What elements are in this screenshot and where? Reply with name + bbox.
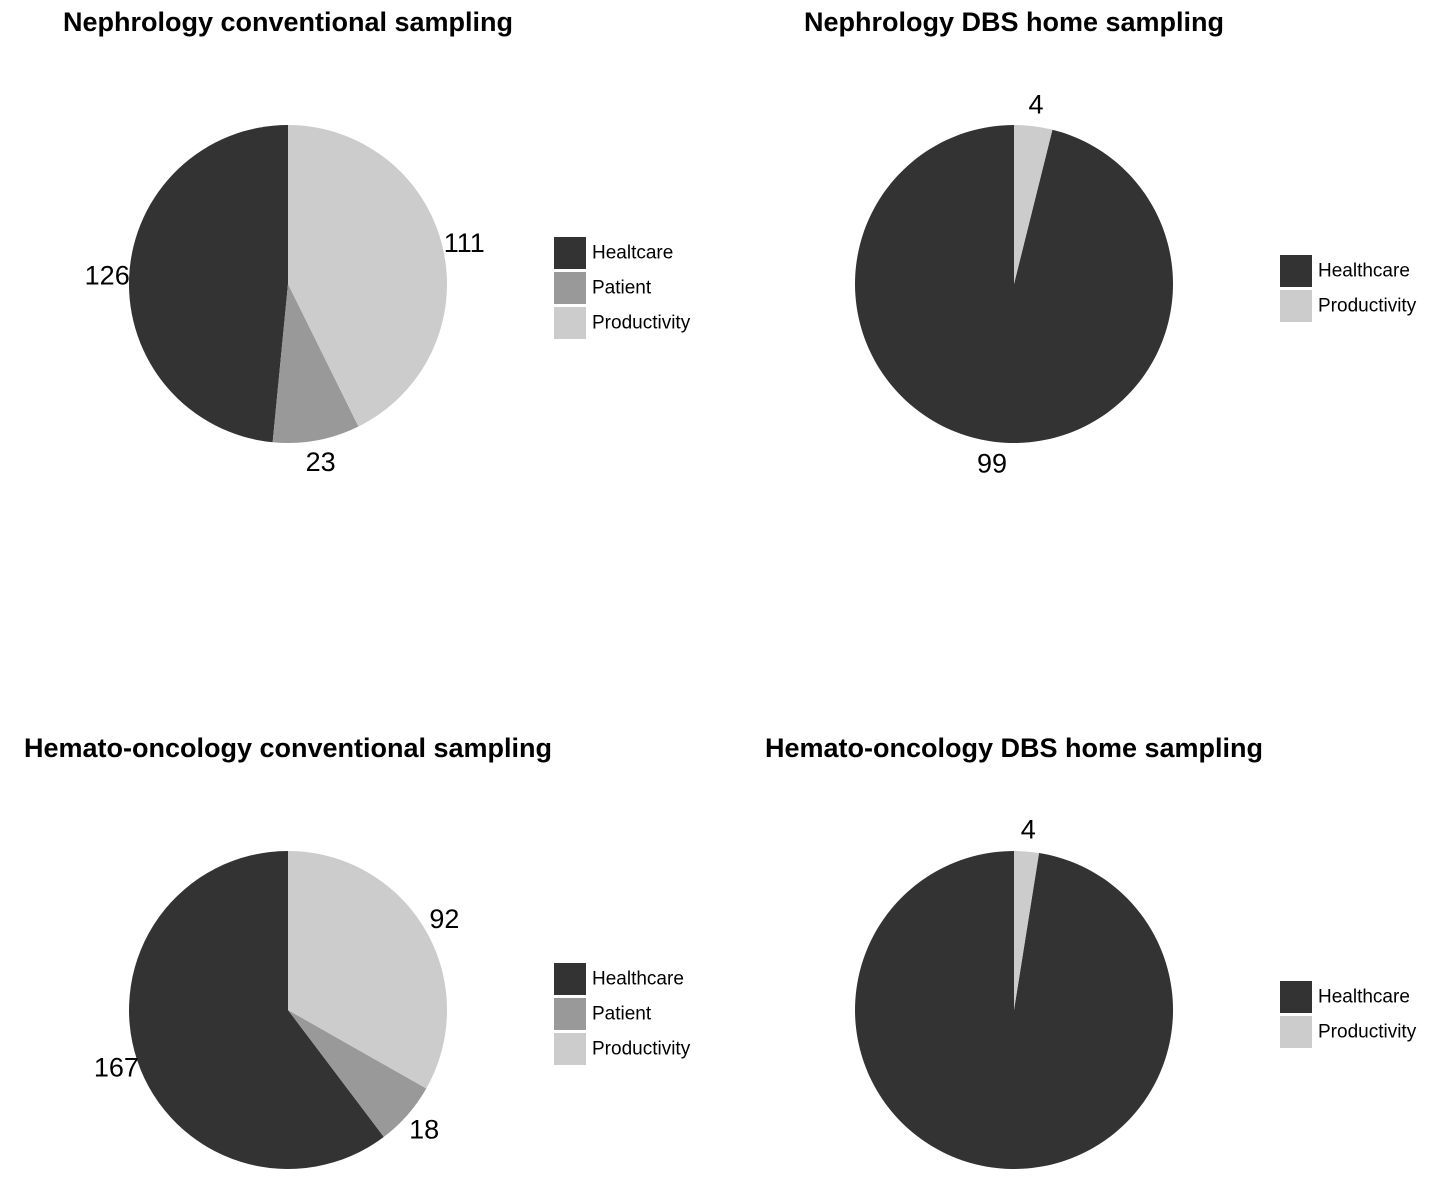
value-labels: 99 4	[977, 89, 1044, 478]
value-label-healtcare: 126	[85, 260, 130, 290]
legend-swatch-patient	[554, 998, 586, 1030]
legend-label-productivity: Productivity	[592, 313, 691, 334]
value-label-productivity: 4	[1021, 815, 1036, 845]
legend-label-patient: Patient	[592, 278, 652, 299]
legend-swatch-healtcare	[554, 237, 586, 269]
pie-slices	[129, 850, 448, 1169]
chart-title: Hemato-oncology conventional sampling	[24, 733, 552, 763]
panel-hemato-oncology-dbs: Hemato-oncology DBS home sampling 1554 H…	[765, 733, 1417, 1182]
value-label-productivity: 111	[444, 228, 485, 258]
pie-slice-healthcare	[129, 851, 384, 1169]
value-label-healthcare: 99	[977, 449, 1007, 479]
pie-slices	[855, 851, 1174, 1169]
legend-swatch-productivity	[1280, 290, 1312, 322]
legend: Healthcare Productivity	[1280, 981, 1417, 1048]
value-label-patient: 23	[306, 447, 336, 477]
legend-label-productivity: Productivity	[1318, 296, 1417, 317]
pie-slice-healthcare	[854, 125, 1173, 443]
legend-label-healthcare: Healthcare	[1318, 261, 1410, 282]
pie-slice-productivity	[1014, 125, 1053, 284]
pie-slice-healthcare	[855, 851, 1174, 1169]
chart-title: Nephrology DBS home sampling	[804, 7, 1224, 37]
pie-slice-productivity	[288, 850, 448, 1089]
legend-label-productivity: Productivity	[592, 1039, 691, 1060]
legend-swatch-productivity	[1280, 1016, 1312, 1048]
legend-label-healthcare: Healthcare	[592, 969, 684, 990]
legend-swatch-patient	[554, 272, 586, 304]
legend-label-healthcare: Healthcare	[1318, 987, 1410, 1008]
panel-hemato-oncology-conventional: Hemato-oncology conventional sampling 16…	[24, 733, 691, 1169]
panel-nephrology-conventional: Nephrology conventional sampling 126 23 11…	[63, 7, 691, 477]
legend-label-productivity: Productivity	[1318, 1022, 1417, 1043]
legend-swatch-healthcare	[1280, 255, 1312, 287]
pie-slice-productivity	[1014, 851, 1040, 1010]
value-label-patient: 18	[409, 1114, 439, 1144]
pie-slice-productivity	[288, 125, 447, 427]
value-labels: 167 18 92	[94, 904, 460, 1145]
legend-label-patient: Patient	[592, 1004, 652, 1025]
pie-slice-healtcare	[128, 125, 288, 443]
legend: Healtcare Patient Productivity	[554, 237, 691, 339]
legend-label-healtcare: Healtcare	[592, 243, 673, 264]
panel-nephrology-dbs: Nephrology DBS home sampling 99 4 Healthc…	[804, 7, 1417, 479]
pie-slices	[128, 125, 447, 444]
legend: Healthcare Patient Productivity	[554, 963, 691, 1065]
value-label-productivity: 4	[1028, 89, 1043, 119]
legend: Healthcare Productivity	[1280, 255, 1417, 322]
chart-title: Nephrology conventional sampling	[63, 7, 513, 37]
value-label-healthcare: 167	[94, 1053, 139, 1083]
legend-swatch-productivity	[554, 307, 586, 339]
pie-slices	[854, 125, 1173, 443]
legend-swatch-healthcare	[554, 963, 586, 995]
pie-slice-patient	[288, 1010, 427, 1137]
chart-title: Hemato-oncology DBS home sampling	[765, 733, 1263, 763]
value-labels: 126 23 111	[85, 228, 485, 477]
pie-slice-patient	[272, 284, 359, 444]
legend-swatch-productivity	[554, 1033, 586, 1065]
value-label-productivity: 92	[429, 904, 459, 934]
legend-swatch-healthcare	[1280, 981, 1312, 1013]
